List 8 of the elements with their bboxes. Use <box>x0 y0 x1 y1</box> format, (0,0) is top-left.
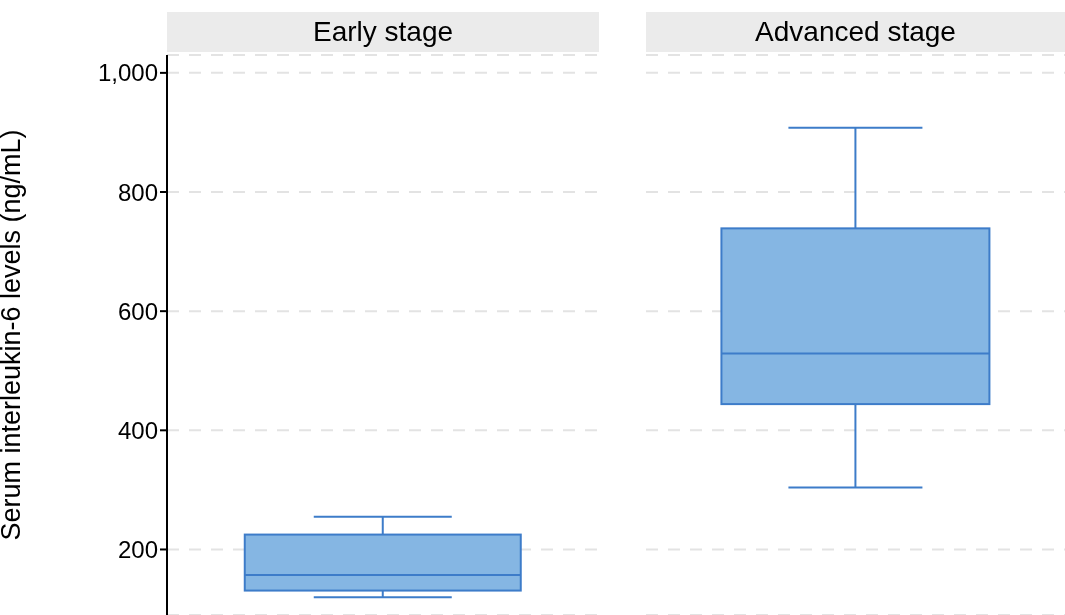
x-tick-label: Early stage <box>167 12 599 52</box>
y-tick-label: 800 <box>117 178 158 206</box>
y-axis-title: Serum interleukin-6 levels (ng/mL) <box>0 129 26 541</box>
y-tick-label: 1,000 <box>97 59 158 87</box>
y-tick-label: 400 <box>117 416 158 444</box>
x-tick-label: Advanced stage <box>646 12 1065 52</box>
y-tick-label: 200 <box>117 535 158 563</box>
y-tick-label: 600 <box>117 297 158 325</box>
